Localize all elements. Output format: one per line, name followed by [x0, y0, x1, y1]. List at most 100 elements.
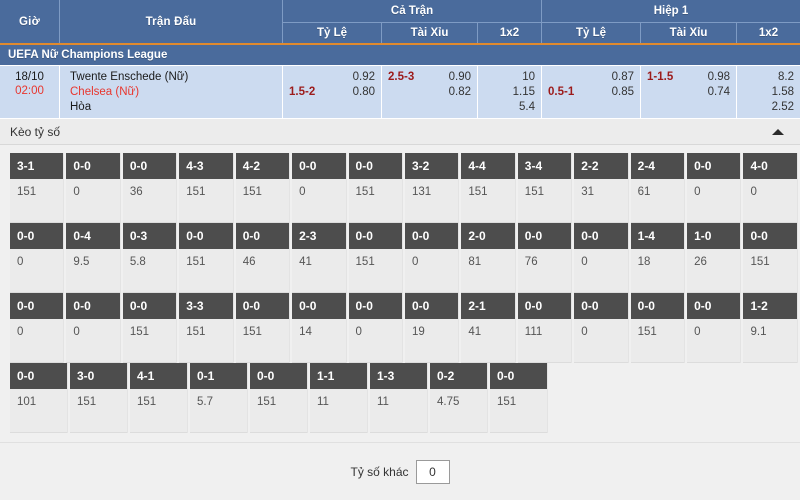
- score-tile[interactable]: 4-3 151: [179, 153, 234, 223]
- score-tile[interactable]: 0-0 0: [687, 293, 742, 363]
- score-tile[interactable]: 0-0 151: [179, 223, 234, 293]
- score-tile-label[interactable]: 2-2: [574, 153, 628, 179]
- score-tile-label[interactable]: 0-0: [66, 153, 120, 179]
- score-tile[interactable]: 0-0 151: [348, 223, 403, 293]
- score-tile[interactable]: 0-0 14: [292, 293, 347, 363]
- score-tile-label[interactable]: 0-2: [430, 363, 487, 389]
- firsthalf-overunder-odd-under[interactable]: 0.74: [707, 86, 730, 98]
- score-tile-odd[interactable]: 151: [179, 249, 233, 275]
- score-tile[interactable]: 0-2 4.75: [430, 363, 488, 433]
- score-tile-odd[interactable]: 151: [348, 179, 402, 205]
- score-tile-odd[interactable]: 151: [122, 319, 177, 345]
- score-tile[interactable]: 4-1 151: [130, 363, 188, 433]
- score-tile[interactable]: 0-0 0: [687, 153, 742, 223]
- score-tile[interactable]: 0-4 9.5: [66, 223, 121, 293]
- fulltime-handicap-cell[interactable]: 0.92 1.5-2 0.80: [283, 66, 382, 118]
- score-tile-label[interactable]: 0-0: [517, 293, 572, 319]
- score-tile[interactable]: 0-0 0: [10, 223, 65, 293]
- score-tile-odd[interactable]: 11: [310, 389, 367, 415]
- score-tile-odd[interactable]: 36: [122, 179, 177, 205]
- score-tile[interactable]: 0-0 0: [292, 153, 347, 223]
- score-tile[interactable]: 3-1 151: [10, 153, 65, 223]
- score-tile[interactable]: 4-4 151: [461, 153, 516, 223]
- score-tile-odd[interactable]: 19: [404, 319, 459, 345]
- score-tile-label[interactable]: 0-0: [122, 153, 177, 179]
- score-tile-odd[interactable]: 0: [10, 249, 64, 275]
- score-tile-label[interactable]: 0-1: [190, 363, 247, 389]
- score-tile-odd[interactable]: 151: [743, 249, 797, 275]
- score-tile[interactable]: 2-0 81: [461, 223, 516, 293]
- score-tile-odd[interactable]: 101: [10, 389, 67, 415]
- score-tile-label[interactable]: 3-2: [404, 153, 459, 179]
- score-tile-odd[interactable]: 151: [70, 389, 127, 415]
- score-tile[interactable]: 0-0 0: [348, 293, 403, 363]
- match-row[interactable]: 18/10 02:00 Twente Enschede (Nữ) Chelsea…: [0, 66, 800, 119]
- score-tile[interactable]: 0-0 46: [235, 223, 291, 293]
- score-tile-odd[interactable]: 0: [10, 319, 64, 345]
- score-tile[interactable]: 0-0 76: [517, 223, 573, 293]
- score-tile-label[interactable]: 2-1: [461, 293, 515, 319]
- score-tile-odd[interactable]: 9.5: [66, 249, 120, 275]
- score-tile-label[interactable]: 0-0: [687, 153, 741, 179]
- fulltime-overunder-cell[interactable]: 2.5-3 0.90 0.82: [382, 66, 478, 118]
- score-tile-label[interactable]: 2-3: [292, 223, 346, 249]
- score-tile-odd[interactable]: 11: [370, 389, 427, 415]
- score-tile-label[interactable]: 2-4: [630, 153, 685, 179]
- score-tile-odd[interactable]: 4.75: [430, 389, 487, 415]
- score-tile-odd[interactable]: 0: [574, 319, 628, 345]
- score-tile[interactable]: 3-2 131: [404, 153, 460, 223]
- score-tile-odd[interactable]: 31: [574, 179, 628, 205]
- score-tile[interactable]: 0-0 111: [517, 293, 573, 363]
- score-tile-odd[interactable]: 151: [490, 389, 547, 415]
- score-tile-label[interactable]: 0-3: [122, 223, 177, 249]
- score-tile-label[interactable]: 0-0: [574, 223, 628, 249]
- score-tile-label[interactable]: 0-0: [404, 223, 459, 249]
- score-tile-label[interactable]: 0-0: [235, 223, 290, 249]
- score-tile-odd[interactable]: 151: [235, 319, 290, 345]
- fulltime-overunder-odd-under[interactable]: 0.82: [448, 86, 471, 98]
- score-tile[interactable]: 1-4 18: [630, 223, 686, 293]
- score-tile-label[interactable]: 4-3: [179, 153, 233, 179]
- score-tile[interactable]: 0-0 151: [743, 223, 798, 293]
- score-tile-odd[interactable]: 151: [235, 179, 290, 205]
- score-tile-odd[interactable]: 0: [292, 179, 346, 205]
- fulltime-1x2-away[interactable]: 5.4: [519, 101, 535, 113]
- score-tile-odd[interactable]: 14: [292, 319, 346, 345]
- score-tile-odd[interactable]: 5.7: [190, 389, 247, 415]
- score-tile[interactable]: 3-3 151: [179, 293, 234, 363]
- score-tile[interactable]: 0-0 0: [66, 153, 121, 223]
- score-tile-label[interactable]: 0-0: [574, 293, 628, 319]
- firsthalf-handicap-odd-bottom[interactable]: 0.85: [611, 86, 634, 98]
- score-tile-odd[interactable]: 0: [743, 179, 797, 205]
- score-tile-odd[interactable]: 151: [179, 179, 233, 205]
- score-tile-label[interactable]: 3-1: [10, 153, 64, 179]
- score-tile-label[interactable]: 1-3: [370, 363, 427, 389]
- firsthalf-handicap-odd-top[interactable]: 0.87: [611, 71, 634, 83]
- score-tile-odd[interactable]: 0: [404, 249, 459, 275]
- score-tile-odd[interactable]: 0: [574, 249, 628, 275]
- firsthalf-overunder-cell[interactable]: 1-1.5 0.98 0.74: [641, 66, 737, 118]
- score-tile-odd[interactable]: 111: [517, 319, 572, 345]
- fulltime-1x2-draw[interactable]: 1.15: [512, 86, 535, 98]
- score-tile[interactable]: 0-0 0: [404, 223, 460, 293]
- fulltime-1x2-cell[interactable]: 10 1.15 5.4: [478, 66, 542, 118]
- score-tile-odd[interactable]: 41: [461, 319, 515, 345]
- score-tile-label[interactable]: 0-0: [235, 293, 290, 319]
- score-tile[interactable]: 2-3 41: [292, 223, 347, 293]
- score-tile-odd[interactable]: 76: [517, 249, 572, 275]
- score-tile-odd[interactable]: 151: [630, 319, 685, 345]
- fulltime-handicap-odd-top[interactable]: 0.92: [352, 71, 375, 83]
- score-tile-label[interactable]: 3-0: [70, 363, 127, 389]
- score-tile[interactable]: 0-0 151: [122, 293, 178, 363]
- score-tile-odd[interactable]: 41: [292, 249, 346, 275]
- score-tile-odd[interactable]: 9.1: [743, 319, 797, 345]
- score-tile-odd[interactable]: 0: [348, 319, 402, 345]
- score-tile-label[interactable]: 0-0: [292, 153, 346, 179]
- score-tile-odd[interactable]: 81: [461, 249, 515, 275]
- score-tile[interactable]: 3-4 151: [517, 153, 573, 223]
- score-tile-label[interactable]: 0-0: [490, 363, 547, 389]
- correct-score-section-bar[interactable]: Kèo tỷ số: [0, 119, 800, 145]
- firsthalf-1x2-draw[interactable]: 1.58: [771, 86, 794, 98]
- score-tile-label[interactable]: 1-2: [743, 293, 797, 319]
- fulltime-handicap-odd-bottom[interactable]: 0.80: [352, 86, 375, 98]
